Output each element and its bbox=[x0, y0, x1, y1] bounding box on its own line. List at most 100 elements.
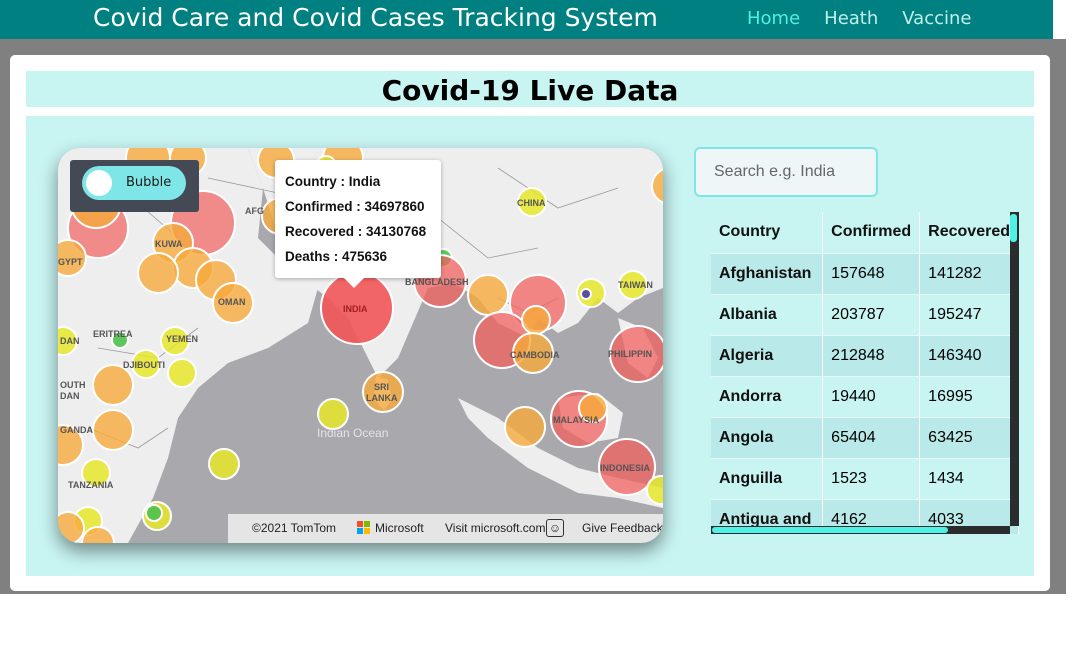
table-vertical-scroll-thumb[interactable] bbox=[1010, 214, 1017, 242]
brand-title[interactable]: Covid Care and Covid Cases Tracking Syst… bbox=[93, 3, 658, 32]
header-recovered[interactable]: Recovered bbox=[919, 212, 1019, 254]
table-header-row: Country Confirmed Recovered bbox=[711, 212, 1019, 254]
label-afghanistan: AFG bbox=[245, 206, 264, 216]
table-row[interactable]: Algeria 212848 146340 bbox=[711, 335, 1019, 377]
bubble-toggle-panel: Bubble bbox=[70, 160, 199, 212]
table-row[interactable]: Afghanistan 157648 141282 bbox=[711, 253, 1019, 295]
label-eritrea: ERITREA bbox=[93, 329, 133, 339]
label-yemen: YEMEN bbox=[166, 334, 198, 344]
cell-recovered: 63425 bbox=[919, 417, 1019, 459]
cell-recovered: 16995 bbox=[919, 376, 1019, 418]
bubble-orange bbox=[578, 393, 608, 423]
cell-confirmed: 157648 bbox=[822, 253, 921, 295]
label-kuwait: KUWA bbox=[155, 239, 183, 249]
cell-country: Anguilla bbox=[711, 458, 824, 500]
header-confirmed[interactable]: Confirmed bbox=[822, 212, 921, 254]
label-bangladesh: BANGLADESH bbox=[405, 277, 469, 287]
bubble-orange bbox=[81, 526, 115, 543]
label-uganda: GANDA bbox=[60, 425, 93, 435]
bubble-green bbox=[145, 504, 163, 522]
bubble-green bbox=[111, 331, 129, 349]
label-sudan: DAN bbox=[60, 336, 80, 346]
label-sri-lanka: LANKA bbox=[366, 393, 398, 403]
visit-microsoft-link[interactable]: Visit microsoft.com bbox=[445, 521, 546, 535]
bubble-yellow bbox=[618, 270, 648, 300]
bubble-yellow bbox=[58, 326, 78, 356]
microsoft-logo-icon bbox=[357, 521, 371, 535]
label-philippines: PHILIPPIN bbox=[608, 349, 652, 359]
map-labels: INDIA CHINA BANGLADESH TAIWAN PHILIPPIN … bbox=[58, 198, 653, 490]
map-canvas[interactable]: INDIA CHINA BANGLADESH TAIWAN PHILIPPIN … bbox=[58, 148, 663, 543]
country-popup: Country : India Confirmed : 34697860 Rec… bbox=[275, 160, 441, 278]
country-table: Country Confirmed Recovered Afghanistan … bbox=[711, 212, 1019, 534]
cell-confirmed: 1523 bbox=[822, 458, 921, 500]
title-bar: Covid-19 Live Data bbox=[26, 71, 1034, 107]
bubble-red bbox=[598, 438, 656, 496]
cell-confirmed: 212848 bbox=[822, 335, 921, 377]
country-search-input[interactable] bbox=[694, 147, 878, 197]
country-table-container[interactable]: Country Confirmed Recovered Afghanistan … bbox=[711, 212, 1019, 534]
popup-recovered: Recovered : 34130768 bbox=[285, 224, 427, 239]
attribution-microsoft: Microsoft bbox=[375, 521, 424, 535]
nav-links: Home Heath Vaccine bbox=[747, 8, 972, 29]
nav-link-home[interactable]: Home bbox=[747, 8, 801, 29]
bubble-yellow bbox=[317, 398, 349, 430]
label-south-sudan: DAN bbox=[60, 391, 80, 401]
bubble-orange bbox=[92, 364, 134, 406]
bubble-orange bbox=[92, 409, 134, 451]
cell-confirmed: 19440 bbox=[822, 376, 921, 418]
bubble-orange bbox=[362, 371, 404, 413]
label-cambodia: CAMBODIA bbox=[510, 350, 560, 360]
bubble-orange bbox=[512, 332, 554, 374]
map-attribution: ©2021 TomTom Microsoft Visit microsoft.c… bbox=[228, 514, 663, 543]
header-country[interactable]: Country bbox=[711, 212, 824, 254]
popup-country: Country : India bbox=[285, 174, 381, 189]
table-horizontal-scroll-thumb[interactable] bbox=[712, 527, 948, 533]
give-feedback-link[interactable]: Give Feedback bbox=[582, 521, 663, 535]
label-egypt: GYPT bbox=[58, 257, 83, 267]
nav-link-heath[interactable]: Heath bbox=[824, 8, 879, 29]
cell-recovered: 195247 bbox=[919, 294, 1019, 336]
bubble-toggle[interactable]: Bubble bbox=[82, 166, 186, 200]
cell-confirmed: 65404 bbox=[822, 417, 921, 459]
feedback-smiley-icon[interactable]: ☺ bbox=[546, 519, 564, 537]
bubble-orange bbox=[212, 282, 254, 324]
label-tanzania: TANZANIA bbox=[68, 480, 114, 490]
cell-country: Algeria bbox=[711, 335, 824, 377]
toggle-knob[interactable] bbox=[86, 170, 112, 196]
bubble-orange bbox=[137, 252, 179, 294]
bubble-yellow bbox=[160, 326, 190, 356]
table-row[interactable]: Anguilla 1523 1434 bbox=[711, 458, 1019, 500]
navbar: Covid Care and Covid Cases Tracking Syst… bbox=[0, 0, 1053, 39]
popup-pointer bbox=[344, 278, 364, 288]
table-row[interactable]: Andorra 19440 16995 bbox=[711, 376, 1019, 418]
bubble-yellow bbox=[517, 187, 547, 217]
cell-recovered: 141282 bbox=[919, 253, 1019, 295]
attribution-tomtom: ©2021 TomTom bbox=[252, 521, 336, 535]
bubble-orange bbox=[58, 511, 85, 543]
label-djibouti: DJIBOUTI bbox=[123, 360, 165, 370]
table-row[interactable]: Albania 203787 195247 bbox=[711, 294, 1019, 336]
bubble-red bbox=[609, 325, 663, 383]
cell-country: Afghanistan bbox=[711, 253, 824, 295]
page-title: Covid-19 Live Data bbox=[381, 74, 679, 107]
bubble-yellow bbox=[131, 349, 161, 379]
cell-country: Andorra bbox=[711, 376, 824, 418]
cell-country: Angola bbox=[711, 417, 824, 459]
bubble-orange bbox=[521, 305, 551, 335]
label-taiwan: TAIWAN bbox=[618, 280, 653, 290]
toggle-label: Bubble bbox=[126, 175, 172, 190]
label-china: CHINA bbox=[517, 198, 546, 208]
cell-country: Albania bbox=[711, 294, 824, 336]
label-oman: OMAN bbox=[218, 297, 246, 307]
bubble-orange bbox=[504, 406, 546, 448]
table-row[interactable]: Angola 65404 63425 bbox=[711, 417, 1019, 459]
bubble-orange bbox=[58, 424, 84, 466]
bubble-orange bbox=[651, 168, 663, 204]
label-indian-ocean: Indian Ocean bbox=[317, 426, 388, 440]
nav-link-vaccine[interactable]: Vaccine bbox=[902, 8, 972, 29]
cell-recovered: 146340 bbox=[919, 335, 1019, 377]
table-vertical-scrollbar[interactable] bbox=[1010, 212, 1019, 526]
covid-map[interactable]: INDIA CHINA BANGLADESH TAIWAN PHILIPPIN … bbox=[58, 148, 663, 543]
bubble-yellow bbox=[208, 448, 240, 480]
